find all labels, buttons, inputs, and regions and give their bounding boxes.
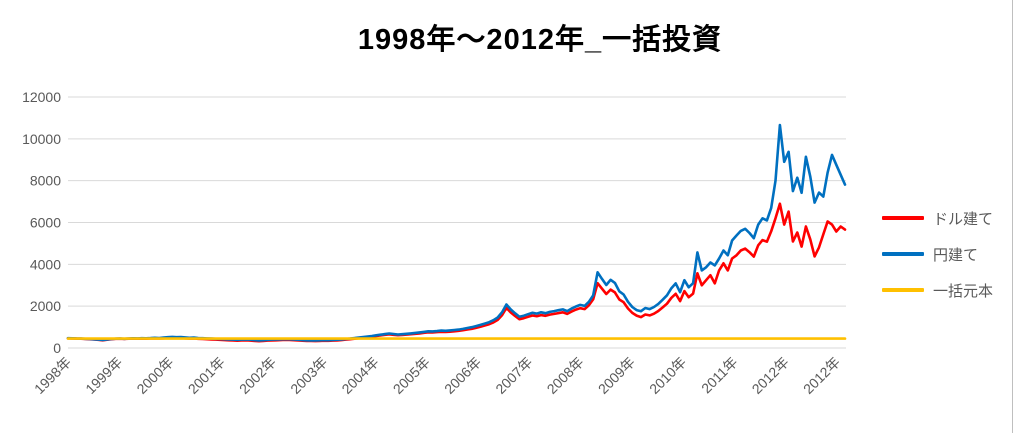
x-tick-label: 1998年 bbox=[31, 354, 74, 397]
x-tick-label: 2002年 bbox=[236, 354, 279, 397]
x-tick-label: 2008年 bbox=[544, 354, 587, 397]
y-tick-label: 0 bbox=[53, 340, 61, 356]
legend-line-swatch-red bbox=[882, 216, 924, 220]
y-tick-label: 6000 bbox=[30, 215, 61, 231]
legend-label-dollar: ドル建て bbox=[933, 210, 994, 228]
x-tick-label: 2012年 bbox=[749, 354, 792, 397]
x-tick-label: 2010年 bbox=[646, 354, 689, 397]
y-tick-label: 4000 bbox=[30, 256, 61, 272]
x-tick-label: 2003年 bbox=[287, 354, 330, 397]
legend-item-principal[interactable]: 一括元本 bbox=[882, 272, 993, 308]
legend-item-dollar[interactable]: ドル建て bbox=[882, 200, 993, 236]
y-tick-label: 2000 bbox=[30, 298, 61, 314]
x-tick-label: 2005年 bbox=[390, 354, 433, 397]
x-tick-label: 2006年 bbox=[441, 354, 484, 397]
x-tick-label: 2012年 bbox=[800, 354, 843, 397]
chart-right-border bbox=[1012, 0, 1013, 433]
x-tick-label: 2011年 bbox=[698, 354, 741, 397]
legend-item-yen[interactable]: 円建て bbox=[882, 236, 993, 272]
series-line-0[interactable] bbox=[66, 202, 847, 343]
x-tick-label: 2007年 bbox=[492, 354, 535, 397]
legend-label-principal: 一括元本 bbox=[933, 282, 994, 300]
y-tick-label: 12000 bbox=[22, 89, 61, 105]
x-tick-label: 2009年 bbox=[595, 354, 638, 397]
x-tick-label: 2000年 bbox=[133, 354, 176, 397]
y-tick-label: 8000 bbox=[30, 173, 61, 189]
y-tick-label: 10000 bbox=[22, 131, 61, 147]
legend-label-yen: 円建て bbox=[933, 246, 979, 264]
x-tick-label: 2004年 bbox=[338, 354, 381, 397]
x-tick-label: 2001年 bbox=[185, 354, 228, 397]
x-tick-label: 1999年 bbox=[82, 354, 125, 397]
series-line-1[interactable] bbox=[66, 123, 847, 342]
legend: ドル建て 円建て 一括元本 bbox=[882, 200, 993, 308]
legend-line-swatch-gold bbox=[882, 288, 924, 292]
legend-line-swatch-blue bbox=[882, 252, 924, 256]
chart-title: 1998年～2012年_一括投資 bbox=[357, 24, 723, 56]
